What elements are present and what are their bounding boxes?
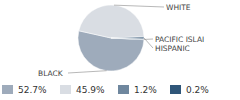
- legend-label: 1.2%: [134, 85, 157, 95]
- leader-line: [144, 38, 153, 48]
- legend-label: 45.9%: [76, 85, 105, 95]
- pie-slice: [111, 38, 144, 40]
- leader-line: [114, 5, 164, 7]
- leader-line: [144, 39, 153, 40]
- slice-label: HISPANIC: [155, 44, 190, 53]
- legend-swatch: [60, 85, 71, 94]
- pie-slice: [111, 37, 144, 39]
- pie-slice: [79, 5, 144, 38]
- slice-label: WHITE: [166, 3, 191, 12]
- slice-label: BLACK: [38, 69, 64, 78]
- slice-label: PACIFIC ISLAI: [155, 35, 204, 44]
- legend-label: 52.7%: [18, 85, 47, 95]
- legend-label: 0.2%: [186, 85, 209, 95]
- legend-swatch: [170, 85, 181, 94]
- legend-swatch: [2, 85, 13, 94]
- legend-swatch: [118, 85, 129, 94]
- chart: BLACK WHITE HISPANICPACIFIC ISLAI 52.7% 45.9…: [0, 0, 240, 100]
- leader-line: [68, 71, 107, 73]
